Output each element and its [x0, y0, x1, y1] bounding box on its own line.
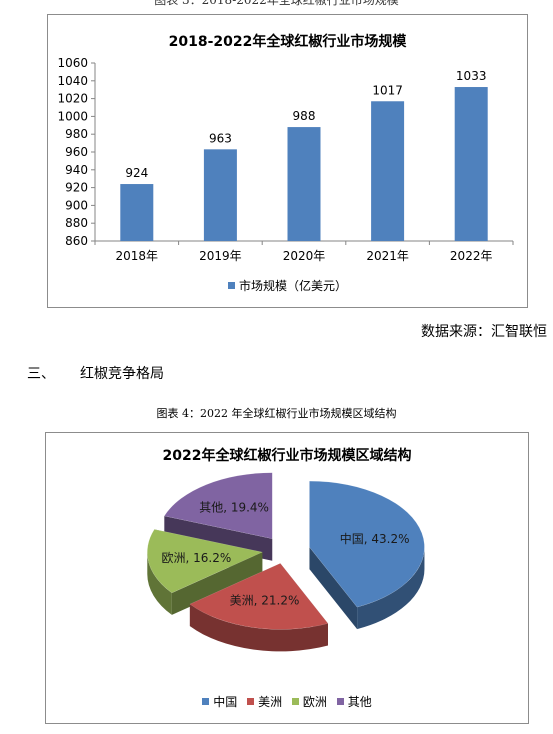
- bar-chart-panel: 2018-2022年全球红椒行业市场规模 860 880 900 920 940 960 9…: [47, 14, 528, 308]
- x-tick-label: 2022年: [450, 249, 493, 263]
- pie-slice: [163, 472, 273, 540]
- pie-slice-label: 欧洲, 16.2%: [162, 551, 232, 565]
- y-tick-label: 1000: [57, 109, 88, 123]
- y-tick-label: 960: [65, 145, 88, 159]
- bar: [287, 127, 321, 241]
- y-tick-label: 1020: [57, 92, 88, 106]
- pie-slice-outer-wall: [147, 552, 172, 615]
- legend-swatch: [291, 698, 299, 705]
- y-tick-label: 1060: [57, 56, 88, 70]
- pie-slice: [147, 529, 264, 594]
- bar-value-label: 924: [125, 166, 148, 180]
- y-tick-label: 980: [65, 127, 88, 141]
- y-tick-label: 860: [65, 234, 88, 248]
- legend-swatch: [227, 282, 235, 289]
- data-source-note: 数据来源：汇智联恒: [421, 324, 547, 340]
- x-tick-label: 2018年: [116, 249, 159, 263]
- y-tick-label: 900: [65, 198, 88, 212]
- legend-item-americas: 美洲: [247, 693, 282, 710]
- legend-swatch: [202, 698, 210, 705]
- legend-label: 欧洲: [302, 695, 327, 709]
- bar: [371, 101, 405, 242]
- section-number: 三、: [27, 366, 55, 382]
- bar-legend: 市场规模（亿美元）: [48, 277, 527, 294]
- pie-chart-title: 2022年全球红椒行业市场规模区域结构: [162, 448, 412, 464]
- legend-label: 市场规模（亿美元）: [238, 279, 347, 293]
- pie-slice-side: [309, 547, 425, 630]
- legend-item-market-size: 市场规模（亿美元）: [227, 277, 347, 294]
- figure-4-caption: 图表 4：2022 年全球红椒行业市场规模区域结构: [156, 407, 397, 420]
- legend-swatch: [247, 698, 255, 705]
- y-tick-label: 940: [65, 163, 88, 177]
- legend-item-other: 其他: [336, 693, 372, 710]
- legend-label: 其他: [347, 695, 372, 709]
- x-tick-label: 2019年: [199, 249, 242, 263]
- x-tick-label: 2021年: [366, 249, 409, 263]
- legend-label: 美洲: [258, 695, 283, 709]
- bar: [120, 184, 154, 241]
- legend-swatch: [336, 698, 344, 705]
- legend-label: 中国: [213, 695, 238, 709]
- bar: [454, 87, 488, 241]
- x-tick-label: 2020年: [283, 249, 326, 263]
- legend-item-china: 中国: [202, 693, 237, 710]
- bar-chart: 860 880 900 920 940 960 980 1000 1020 1040 1060 924…: [57, 56, 514, 263]
- legend-item-europe: 欧洲: [291, 693, 327, 710]
- bar-value-label: 963: [209, 131, 232, 145]
- bar-value-label: 1033: [456, 69, 487, 83]
- previous-figure-caption: 图表 3：2018-2022年全球红椒行业市场规模: [154, 0, 399, 7]
- pie-slice: [309, 480, 425, 608]
- pie-slice-outer-wall: [189, 604, 328, 652]
- bar: [203, 149, 237, 241]
- y-tick-label: 1040: [57, 74, 88, 88]
- pie-slice-outer-wall: [357, 547, 425, 630]
- pie-slice-radial-wall: [309, 547, 358, 630]
- pie-slice-label: 美洲, 21.2%: [230, 594, 300, 608]
- pie-chart: 中国, 43.2% 美洲, 21.2% 欧洲, 16.2% 其他, 19.4%: [147, 472, 425, 652]
- pie-slice-label: 其他, 19.4%: [199, 500, 269, 514]
- bar-chart-title: 2018-2022年全球红椒行业市场规模: [168, 34, 407, 50]
- pie-chart-panel: 2022年全球红椒行业市场规模区域结构 中国, 43.2% 美洲, 21.2% 欧洲…: [45, 432, 529, 724]
- y-tick-label: 920: [65, 181, 88, 195]
- bar-value-label: 1017: [372, 83, 403, 97]
- section-title: 红椒竞争格局: [80, 366, 164, 382]
- y-tick-label: 880: [65, 216, 88, 230]
- pie-slice-label: 中国, 43.2%: [340, 531, 410, 546]
- bar-value-label: 988: [293, 109, 316, 123]
- pie-legend: 中国 美洲 欧洲 其他: [46, 693, 528, 710]
- pie-slice: [189, 563, 329, 630]
